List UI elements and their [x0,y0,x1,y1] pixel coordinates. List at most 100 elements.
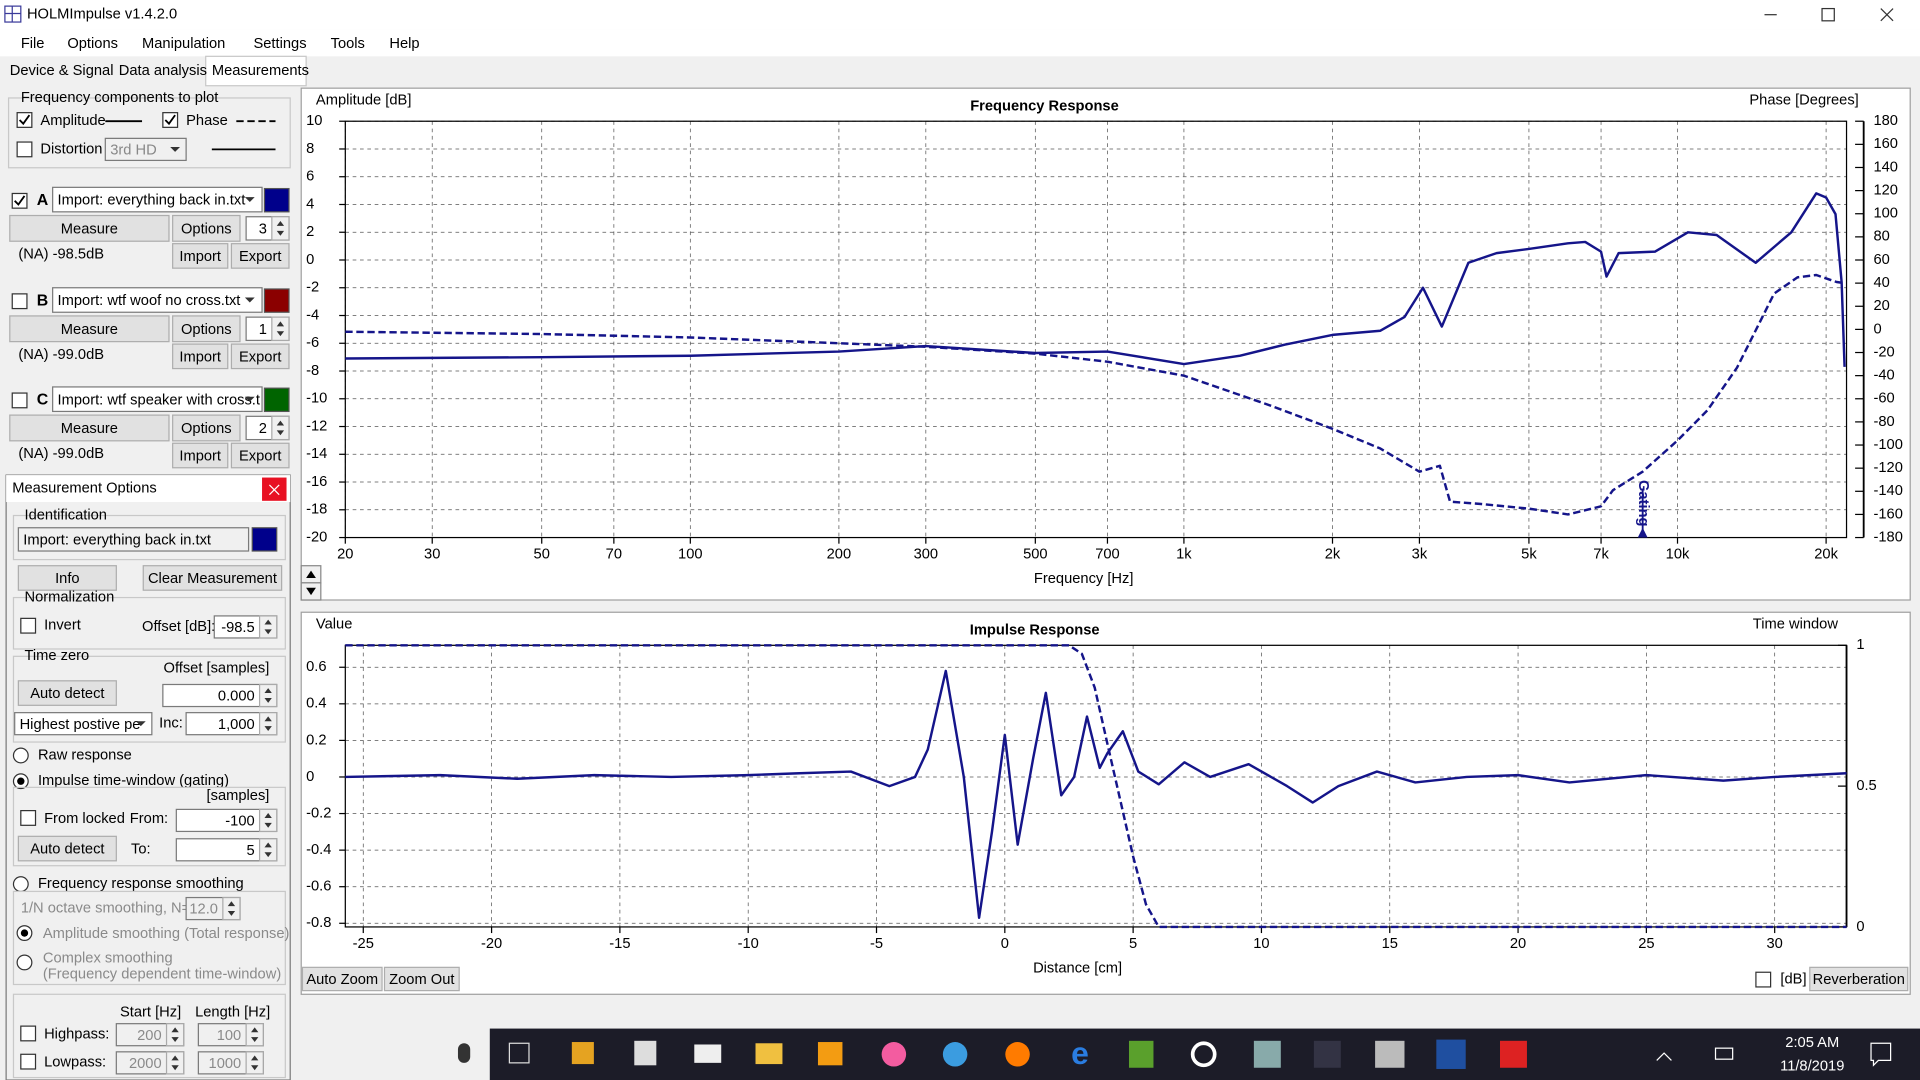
label: Impulse time-window (gating) [38,773,229,789]
y-tick-label: 8 [306,141,314,157]
measure-button[interactable] [9,214,170,242]
options-button[interactable] [172,214,241,242]
from-input-text: -100 [225,814,254,830]
distortion-select[interactable] [104,137,187,162]
reverberation-button[interactable] [1809,966,1909,992]
lp-start-spinner[interactable] [165,1051,185,1075]
y-tick-label: 0 [306,252,314,268]
slot-color[interactable] [263,387,290,413]
phase-checkbox-mark [164,114,176,126]
y2-tick-label: 20 [1873,298,1889,314]
distortion-checkbox[interactable] [16,141,33,158]
menu-item[interactable]: Help [389,36,419,52]
zoom-out-button[interactable] [383,966,460,992]
slot-checkbox[interactable] [11,392,28,409]
dropdown-arrow [170,146,180,152]
count-spinner-text: 2 [259,421,267,437]
raw-radio[interactable] [12,747,29,764]
y-tick-label: 0.2 [306,732,326,748]
count-spinner-spinner[interactable] [271,216,290,241]
highpass-checkbox[interactable] [20,1025,37,1042]
label: [samples] [207,788,270,804]
options-button[interactable] [172,315,241,343]
tab[interactable]: Device & Signal [10,63,114,79]
slot-checkbox[interactable] [11,293,28,310]
y-tick-label: 6 [306,169,314,185]
from-locked-checkbox[interactable] [20,810,37,826]
measure-button[interactable] [9,315,170,343]
auto-detect-button-label: Auto detect [30,686,104,702]
octave-input-text: 12.0 [189,902,218,918]
peak-select[interactable] [14,712,153,736]
menu-item[interactable]: Options [67,36,118,52]
count-spinner-spinner[interactable] [271,415,290,441]
db-checkbox[interactable] [1755,971,1772,988]
x-tick-label: 10k [1666,547,1690,563]
offset-samples-spinner[interactable] [258,683,278,708]
import-button[interactable] [172,243,229,269]
restore-button[interactable] [1821,7,1835,22]
reverberation-button-label: Reverberation [1813,972,1905,988]
y2-tick-label: -60 [1873,391,1894,407]
menu-item[interactable]: File [21,36,45,52]
smoothing-radio[interactable] [12,876,29,893]
invert-checkbox[interactable] [20,617,37,634]
slot-select[interactable] [52,186,263,213]
taskbar [489,1028,1920,1080]
phase-checkbox[interactable] [162,112,179,128]
tab[interactable]: Measurements [212,63,309,79]
inc-input-arrows [264,716,272,732]
auto-detect-button[interactable] [17,835,117,862]
x-tick-label: -15 [609,936,630,952]
dropdown-arrow [135,721,146,727]
menu-item[interactable]: Tools [331,36,365,52]
close-button[interactable] [1880,8,1894,22]
menu-item[interactable]: Manipulation [142,36,225,52]
export-button[interactable] [230,343,290,370]
inc-input-text: 1,000 [218,717,255,733]
measure-button[interactable] [9,414,170,442]
y-tick-label: 2 [306,224,314,240]
hp-start-spinner[interactable] [165,1023,185,1047]
tab[interactable]: Data analysis [119,63,207,79]
offset-db-spinner[interactable] [258,615,278,639]
info-button[interactable] [17,565,117,591]
ident-name[interactable] [17,527,250,552]
lp-length-spinner[interactable] [245,1051,264,1075]
inc-input-spinner[interactable] [258,712,278,736]
count-spinner-text: 1 [259,322,267,338]
complex-radio[interactable] [16,954,33,971]
menu-bar [0,29,1920,57]
slot-color[interactable] [263,288,290,313]
clear-button[interactable] [142,565,283,591]
lowpass-checkbox[interactable] [20,1053,37,1070]
active-tab[interactable] [205,55,307,87]
from-input-spinner[interactable] [258,808,278,833]
amplitude-checkbox[interactable] [16,112,33,128]
menu-item[interactable]: Settings [253,36,306,52]
label: Length [Hz] [195,1005,270,1021]
auto-detect-button[interactable] [17,680,117,706]
count-spinner-spinner[interactable] [271,316,290,342]
scroll-arrows[interactable] [300,565,322,601]
export-button[interactable] [230,243,290,269]
options-button[interactable] [172,414,241,442]
import-button[interactable] [172,343,229,370]
y-tick-label: 0 [306,769,314,785]
label: Phase [186,113,228,129]
slot-level: (NA) -99.0dB [18,446,104,462]
taskbar-icons[interactable]: e [457,1035,1892,1071]
label: From locked [44,811,125,827]
x-tick-label: 5k [1521,547,1537,563]
auto-zoom-button[interactable] [301,966,383,992]
slot-select[interactable] [52,287,263,313]
slot-select[interactable] [52,386,263,413]
export-button[interactable] [230,442,290,469]
octave-input-spinner[interactable] [222,896,241,921]
import-button[interactable] [172,442,229,469]
slot-checkbox[interactable] [11,192,28,209]
label: Complex smoothing [43,951,173,967]
to-input-spinner[interactable] [258,838,278,862]
hp-length-spinner[interactable] [245,1023,264,1047]
slot-color[interactable] [263,187,290,213]
